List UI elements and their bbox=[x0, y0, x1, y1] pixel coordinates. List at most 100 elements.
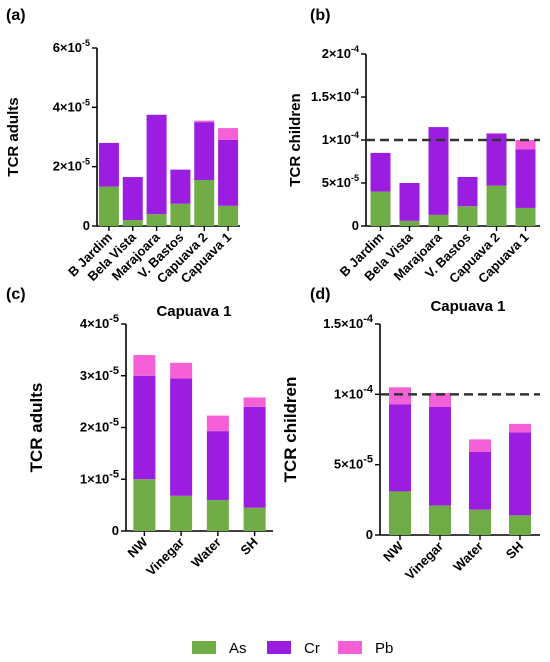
x-tick-label: SH bbox=[503, 539, 526, 562]
bar-pb bbox=[469, 439, 491, 453]
y-tick-label: 1.5×10-4 bbox=[311, 87, 359, 104]
y-tick-label: 0 bbox=[83, 218, 90, 233]
legend-swatch-pb bbox=[338, 641, 362, 654]
bar-as bbox=[218, 205, 239, 226]
y-tick-label: 6×10-5 bbox=[53, 38, 90, 55]
bar-cr bbox=[428, 127, 449, 215]
bar-as bbox=[469, 509, 491, 535]
bar-cr bbox=[515, 149, 536, 208]
y-axis-label: TCR adults bbox=[5, 97, 22, 176]
bar-as bbox=[170, 495, 193, 531]
x-tick-label: Vinegar bbox=[402, 539, 446, 583]
bar-as bbox=[509, 515, 531, 535]
y-tick-label: 4×10-5 bbox=[80, 313, 119, 331]
legend-label-as: As bbox=[229, 640, 247, 657]
bar-cr bbox=[170, 378, 193, 496]
bar-pb bbox=[194, 120, 215, 123]
x-tick-label: NW bbox=[380, 538, 406, 564]
y-tick-label: 1×10-4 bbox=[334, 383, 374, 401]
bar-cr bbox=[243, 406, 266, 508]
bar-cr bbox=[122, 177, 143, 221]
bar-as bbox=[98, 186, 119, 226]
panel-b: (b) TCR children 0 5×10-5 1×10-4 1.5×10-4 2×10… bbox=[287, 7, 540, 286]
x-tick-label: Vinegar bbox=[143, 535, 187, 579]
bar-cr bbox=[218, 139, 239, 206]
bar-as bbox=[170, 203, 191, 226]
bar-as bbox=[370, 191, 391, 226]
legend-label-pb: Pb bbox=[375, 640, 393, 657]
bar-cr bbox=[457, 176, 478, 207]
bar-cr bbox=[206, 431, 229, 500]
legend: As Cr Pb bbox=[192, 640, 393, 657]
panel-d: (d) Capuava 1 TCR children 0 5×10-5 1×10-4 1.5… bbox=[281, 286, 540, 583]
bar-cr bbox=[370, 152, 391, 192]
panel-label: (c) bbox=[6, 286, 26, 303]
y-tick-label: 1.5×10-4 bbox=[323, 313, 374, 331]
bar-cr bbox=[469, 452, 491, 510]
y-tick-label: 3×10-5 bbox=[80, 365, 119, 383]
bar-cr bbox=[133, 375, 156, 480]
bar-cr bbox=[389, 404, 411, 492]
y-tick-label: 0 bbox=[112, 523, 119, 538]
bar-as bbox=[486, 185, 507, 226]
bar-cr bbox=[170, 169, 191, 204]
panel-c: (c) Capuava 1 TCR adults 0 1×10-5 2×10-5 3×10-… bbox=[6, 286, 273, 579]
bar-as bbox=[515, 207, 536, 226]
bar-cr bbox=[429, 406, 451, 506]
bar-pb bbox=[243, 397, 266, 407]
x-tick-label: Water bbox=[450, 539, 486, 575]
bar-pb bbox=[429, 392, 451, 407]
y-axis-label: TCR adults bbox=[27, 383, 46, 473]
bar-as bbox=[194, 180, 215, 226]
bar-pb bbox=[133, 355, 156, 376]
y-tick-label: 5×10-5 bbox=[322, 173, 359, 190]
bar-as bbox=[428, 214, 449, 226]
bar-as bbox=[399, 220, 420, 226]
x-tick-label: NW bbox=[125, 534, 151, 560]
y-tick-label: 1×10-4 bbox=[322, 130, 359, 147]
legend-swatch-cr bbox=[267, 641, 291, 654]
bar-pb bbox=[170, 362, 193, 379]
bar-pb bbox=[206, 415, 229, 432]
bar-pb bbox=[486, 133, 507, 134]
panel-label: (a) bbox=[6, 7, 26, 24]
bar-as bbox=[243, 507, 266, 531]
panel-label: (b) bbox=[310, 7, 330, 24]
bar-as bbox=[133, 479, 156, 531]
chart-title: Capuava 1 bbox=[156, 303, 231, 320]
y-tick-label: 5×10-5 bbox=[334, 454, 373, 472]
x-tick-label: SH bbox=[237, 535, 260, 558]
y-tick-label: 1×10-5 bbox=[80, 468, 119, 486]
bar-pb bbox=[389, 387, 411, 405]
bar-as bbox=[389, 491, 411, 535]
bar-as bbox=[206, 499, 229, 531]
legend-swatch-as bbox=[192, 641, 216, 654]
y-tick-label: 2×10-5 bbox=[53, 157, 90, 174]
bar-cr bbox=[146, 114, 167, 215]
bar-cr bbox=[509, 432, 531, 516]
x-tick-label: Water bbox=[188, 535, 224, 571]
bar-as bbox=[146, 214, 167, 226]
bar-cr bbox=[399, 183, 420, 221]
y-tick-label: 4×10-5 bbox=[53, 97, 90, 114]
bar-as bbox=[457, 206, 478, 226]
bar-pb bbox=[509, 423, 531, 433]
y-tick-label: 0 bbox=[352, 218, 359, 233]
y-axis-label: TCR children bbox=[281, 377, 300, 483]
bar-as bbox=[122, 220, 143, 226]
y-tick-label: 2×10-4 bbox=[322, 44, 359, 61]
y-tick-label: 0 bbox=[366, 527, 373, 542]
panel-label: (d) bbox=[310, 286, 330, 303]
legend-label-cr: Cr bbox=[304, 640, 320, 657]
bar-cr bbox=[486, 133, 507, 186]
y-tick-label: 2×10-5 bbox=[80, 417, 119, 435]
chart-title: Capuava 1 bbox=[430, 298, 505, 315]
bar-cr bbox=[194, 122, 215, 181]
bar-pb bbox=[218, 128, 239, 140]
bar-cr bbox=[98, 142, 119, 187]
bar-as bbox=[429, 505, 451, 535]
bar-pb bbox=[515, 140, 536, 150]
y-axis-label: TCR children bbox=[287, 93, 304, 186]
